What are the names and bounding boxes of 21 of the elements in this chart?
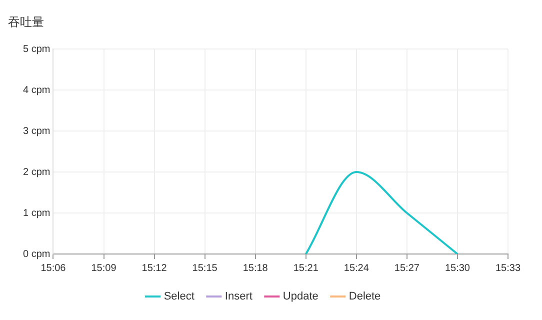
legend-label: Delete [348,290,381,303]
x-tick-label: 15:33 [495,262,521,274]
x-tick-label: 15:15 [192,262,218,274]
y-tick-label: 1 cpm [22,208,50,219]
x-tick-label: 15:09 [91,262,117,274]
legend-label: Insert [224,290,252,303]
x-tick-label: 15:24 [344,262,370,274]
x-tick-label: 15:21 [293,262,319,274]
y-tick-label: 5 cpm [22,44,50,55]
x-tick-label: 15:12 [142,262,168,274]
y-tick-label: 3 cpm [22,126,50,137]
x-tick-label: 15:30 [444,262,470,274]
y-tick-label: 2 cpm [22,166,50,178]
legend-label: Select [164,290,194,303]
legend-label: Update [282,290,318,303]
chart-title: 吞吐量 [8,14,44,31]
x-tick-label: 15:06 [40,262,66,274]
x-tick-label: 15:18 [242,262,268,274]
x-tick-label: 15:27 [394,262,420,274]
y-tick-label: 0 cpm [22,248,50,260]
y-tick-label: 4 cpm [22,84,50,96]
